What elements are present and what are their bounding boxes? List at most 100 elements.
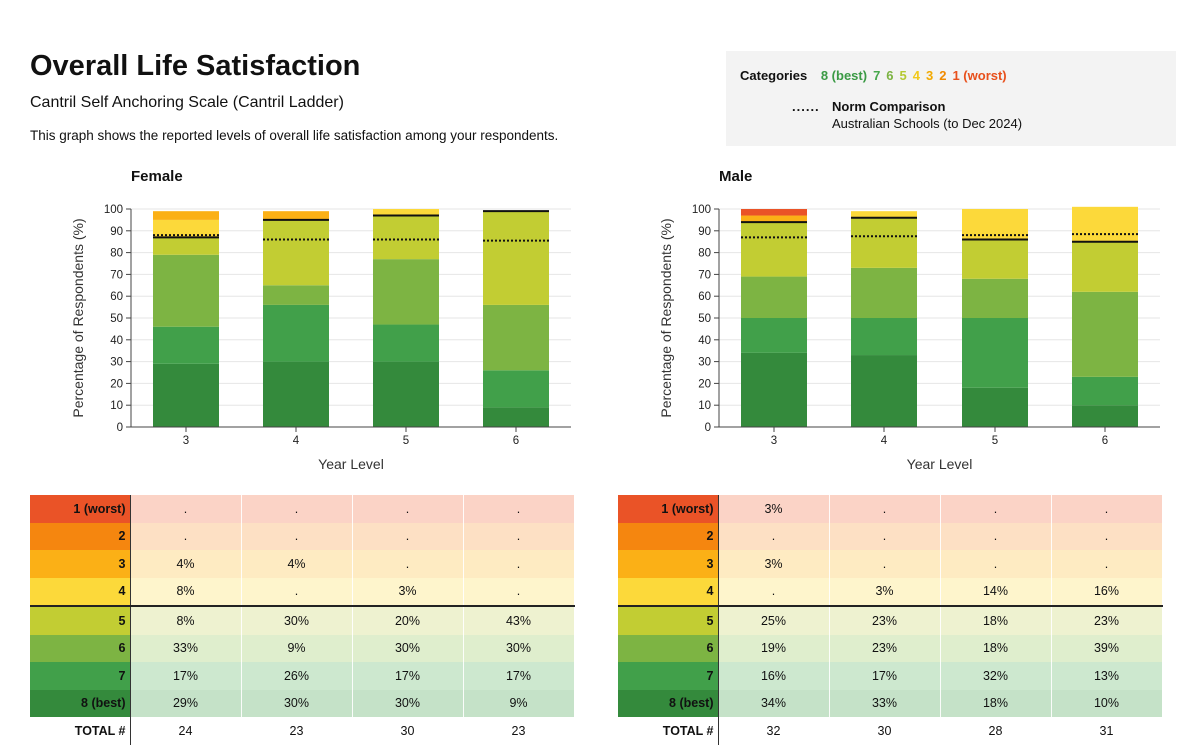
y-tick-label: 70 [698,269,711,281]
table-row: 3 4% 4%.. [30,550,575,578]
table-cell: 16% [1051,577,1163,606]
legend-categories-label: Categories [740,68,808,83]
table-cell: 39% [1051,634,1163,662]
legend-category-7: 7 [873,68,881,83]
row-label: 3 [30,550,131,578]
x-tick-label: 3 [183,435,189,447]
y-tick-label: 20 [698,378,711,390]
norm-comparison-title: Norm Comparison [832,99,946,114]
bar-segment-8 [153,363,219,427]
table-cell: 9% [463,689,575,717]
total-cell: 30 [352,717,464,745]
y-tick-label: 30 [110,357,123,369]
y-tick-label: 100 [104,204,123,216]
table-cell: . [718,577,830,606]
table-cell: . [1051,495,1163,523]
legend-categories: Categories 8 (best) 7 6 5 4 3 2 1 (worst) [740,68,1013,83]
row-label: 6 [618,634,719,662]
table-row: 4 8%. 3%. [30,577,575,606]
bar-segment-5 [741,222,807,277]
bar-segment-6 [153,254,219,327]
male-chart-title: Male [719,168,753,185]
total-cell: 24 [130,717,242,745]
y-tick-label: 80 [698,248,711,260]
table-cell: 17% [463,662,575,690]
bar-segment-7 [483,370,549,408]
total-cell: 23 [241,717,353,745]
y-tick-label: 60 [110,291,123,303]
bar-segment-8 [373,361,439,427]
y-tick-label: 90 [698,226,711,238]
table-cell: 33% [829,689,941,717]
table-cell: 29% [130,689,242,717]
bar-segment-8 [263,361,329,427]
female-data-table: 1 (worst).... 2.... 3 4% 4%.. 4 8%. 3%. 5 8% 30% 20… [30,495,575,745]
table-cell: 32% [940,662,1052,690]
bar-segment-6 [483,304,549,371]
total-label: TOTAL # [618,717,719,745]
bar-segment-8 [851,355,917,427]
table-cell: . [829,495,941,523]
bar-segment-6 [373,259,439,325]
bar-segment-7 [962,318,1028,388]
bar-segment-4 [1072,206,1138,242]
table-cell: 19% [718,634,830,662]
total-cell: 32 [718,717,830,745]
x-axis-title: Year Level [907,456,973,472]
total-cell: 28 [940,717,1052,745]
legend-category-8: 8 (best) [820,68,868,83]
table-cell: 17% [829,662,941,690]
total-cell: 30 [829,717,941,745]
table-cell: . [1051,550,1163,578]
y-tick-label: 90 [110,226,123,238]
bar-segment-6 [1072,291,1138,377]
table-cell: 23% [829,634,941,662]
row-label: 2 [30,522,131,550]
table-cell: 3% [718,495,830,523]
x-tick-label: 5 [992,435,998,447]
total-label: TOTAL # [30,717,131,745]
row-label: 3 [618,550,719,578]
row-label: 1 (worst) [30,495,131,523]
row-label: 5 [30,605,131,635]
legend-box: Categories 8 (best) 7 6 5 4 3 2 1 (worst) .....… [726,51,1176,146]
table-cell: . [829,550,941,578]
page-title: Overall Life Satisfaction [30,50,361,82]
table-cell: . [241,522,353,550]
x-tick-label: 5 [403,435,409,447]
table-cell: . [352,495,464,523]
table-cell: 20% [352,605,464,635]
table-row: 5 8% 30% 20% 43% [30,605,575,635]
bar-segment-7 [263,304,329,362]
y-tick-label: 0 [117,422,123,434]
table-row: 3 3%... [618,550,1163,578]
table-cell: 4% [130,550,242,578]
table-cell: 3% [352,577,464,606]
bar-segment-6 [263,285,329,305]
bar-segment-3 [153,211,219,220]
bar-segment-8 [962,387,1028,427]
legend-category-3: 3 [926,68,934,83]
y-tick-label: 40 [110,335,123,347]
table-cell: 9% [241,634,353,662]
table-cell: . [463,577,575,606]
y-tick-label: 40 [698,335,711,347]
table-cell: . [718,522,830,550]
x-tick-label: 6 [513,435,519,447]
y-tick-label: 20 [110,378,123,390]
row-label: 7 [618,662,719,690]
table-cell: 4% [241,550,353,578]
row-label: 4 [618,577,719,606]
table-cell: 18% [940,634,1052,662]
bar-segment-7 [153,326,219,364]
y-tick-label: 0 [705,422,711,434]
row-label: 7 [30,662,131,690]
y-tick-label: 80 [110,248,123,260]
bar-segment-8 [483,407,549,427]
table-cell: 3% [718,550,830,578]
bar-segment-5 [373,215,439,260]
y-axis-title: Percentage of Respondents (%) [70,218,86,417]
table-cell: 14% [940,577,1052,606]
bar-segment-7 [1072,376,1138,406]
row-label: 2 [618,522,719,550]
